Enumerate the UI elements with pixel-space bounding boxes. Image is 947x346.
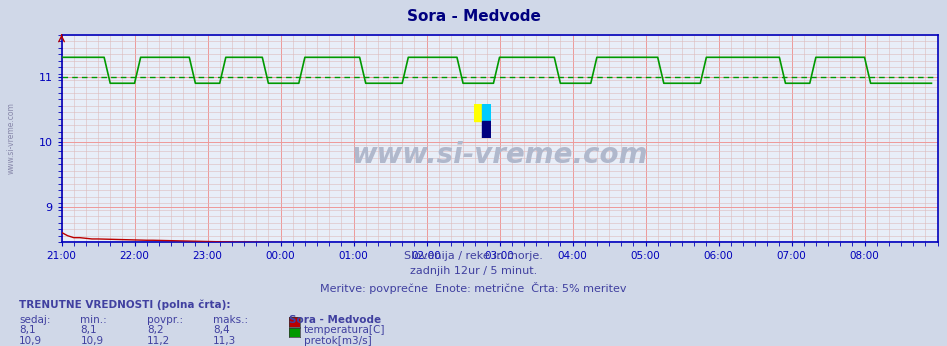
Text: Slovenija / reke in morje.: Slovenija / reke in morje. [404,251,543,261]
Text: pretok[m3/s]: pretok[m3/s] [304,336,372,346]
Text: Sora - Medvode: Sora - Medvode [289,315,381,325]
Text: 10,9: 10,9 [80,336,103,346]
Text: TRENUTNE VREDNOSTI (polna črta):: TRENUTNE VREDNOSTI (polna črta): [19,299,230,310]
Text: 11,3: 11,3 [213,336,237,346]
Text: 11,2: 11,2 [147,336,170,346]
Text: sedaj:: sedaj: [19,315,50,325]
Text: Sora - Medvode: Sora - Medvode [406,9,541,24]
Text: min.:: min.: [80,315,107,325]
Text: www.si-vreme.com: www.si-vreme.com [7,102,16,174]
Text: 8,1: 8,1 [19,325,36,335]
Text: 8,1: 8,1 [80,325,98,335]
Text: 8,2: 8,2 [147,325,164,335]
Text: temperatura[C]: temperatura[C] [304,325,385,335]
Bar [482,104,491,121]
Text: povpr.:: povpr.: [147,315,183,325]
Text: Meritve: povprečne  Enote: metrične  Črta: 5% meritev: Meritve: povprečne Enote: metrične Črta:… [320,282,627,294]
Bar [474,104,482,121]
Text: maks.:: maks.: [213,315,248,325]
Text: www.si-vreme.com: www.si-vreme.com [351,141,648,169]
Text: zadnjih 12ur / 5 minut.: zadnjih 12ur / 5 minut. [410,266,537,276]
Text: 8,4: 8,4 [213,325,230,335]
Text: 10,9: 10,9 [19,336,42,346]
Bar [482,121,491,138]
